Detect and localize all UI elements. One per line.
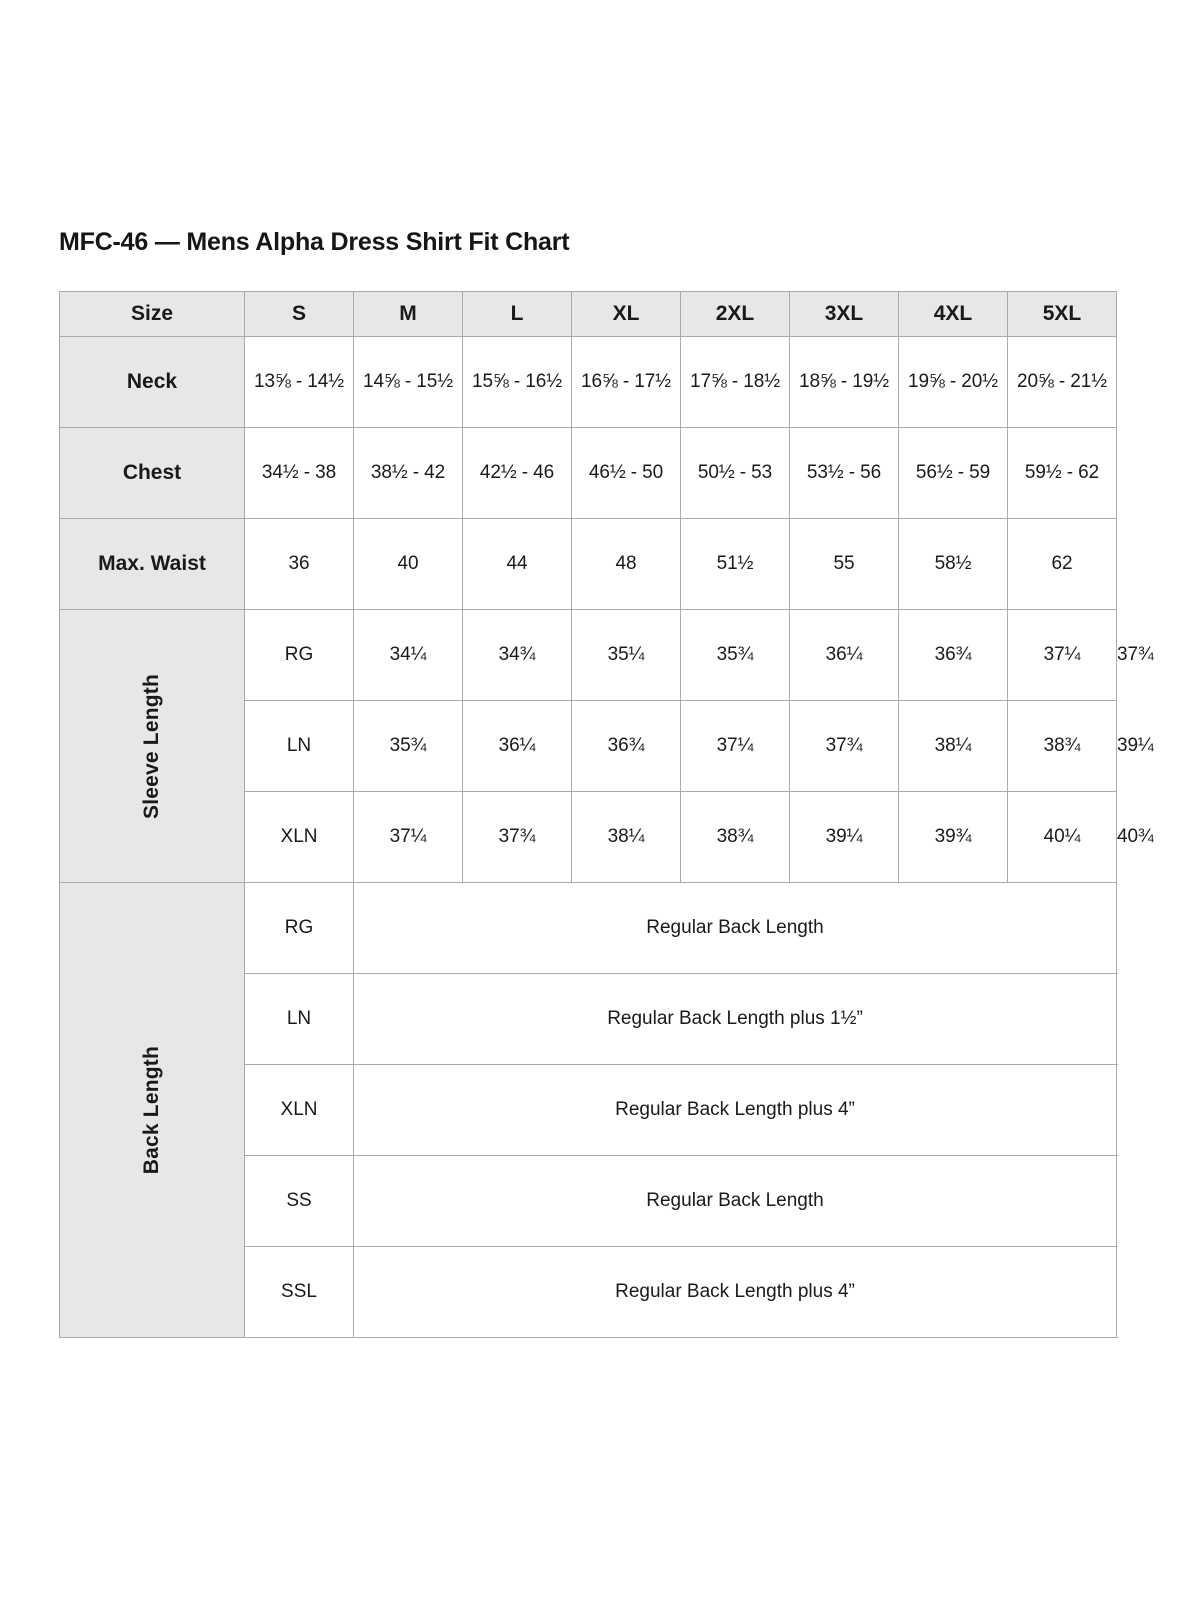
table-row-back-ssl: SSL Regular Back Length plus 4” (60, 1246, 1117, 1338)
chest-2xl: 50½ - 53 (680, 427, 790, 519)
sleeve-ln-s: 35¾ (353, 700, 463, 792)
header-size-l: L (462, 291, 572, 337)
back-description-ss: Regular Back Length (353, 1155, 1117, 1247)
back-description-ln: Regular Back Length plus 1½” (353, 973, 1117, 1065)
max-waist-4xl: 58½ (898, 518, 1008, 610)
header-size-xl: XL (571, 291, 681, 337)
sleeve-xln-l: 38¼ (571, 791, 681, 883)
back-description-xln: Regular Back Length plus 4” (353, 1064, 1117, 1156)
table-row-back-ln: LN Regular Back Length plus 1½” (60, 973, 1117, 1065)
table-row-back-rg: Back Length RG Regular Back Length (59, 882, 1117, 1338)
header-size-3xl: 3XL (789, 291, 899, 337)
neck-l: 15⅝ - 16½ (462, 336, 572, 428)
back-length-vertical-text: Back Length (140, 1045, 163, 1175)
back-description-rg: Regular Back Length (353, 882, 1117, 974)
sleeve-ln-l: 36¾ (571, 700, 681, 792)
size-fit-chart-table: Size S M L XL 2XL 3XL 4XL 5XL Neck 13⅝ -… (59, 291, 1154, 1338)
max-waist-xl: 48 (571, 518, 681, 610)
sleeve-sublabel-rg: RG (244, 609, 354, 701)
section-label-back-length: Back Length (59, 882, 245, 1338)
header-size-5xl: 5XL (1007, 291, 1117, 337)
sleeve-rg-3xl: 36¾ (898, 609, 1008, 701)
sleeve-rg-l: 35¼ (571, 609, 681, 701)
back-sublabel-ln: LN (244, 973, 354, 1065)
chest-4xl: 56½ - 59 (898, 427, 1008, 519)
table-header-row: Size S M L XL 2XL 3XL 4XL 5XL (59, 291, 1117, 337)
header-size-4xl: 4XL (898, 291, 1008, 337)
sleeve-ln-3xl: 38¼ (898, 700, 1008, 792)
chest-xl: 46½ - 50 (571, 427, 681, 519)
table-row-back-xln: XLN Regular Back Length plus 4” (60, 1064, 1117, 1156)
sleeve-ln-m: 36¼ (462, 700, 572, 792)
chest-s: 34½ - 38 (244, 427, 354, 519)
sleeve-rg-4xl: 37¼ (1007, 609, 1117, 701)
sleeve-ln-2xl: 37¾ (789, 700, 899, 792)
chest-l: 42½ - 46 (462, 427, 572, 519)
back-sublabel-ss: SS (244, 1155, 354, 1247)
neck-3xl: 18⅝ - 19½ (789, 336, 899, 428)
max-waist-l: 44 (462, 518, 572, 610)
row-label-neck: Neck (59, 336, 245, 428)
back-sublabel-rg: RG (244, 882, 354, 974)
header-size-2xl: 2XL (680, 291, 790, 337)
header-size-m: M (353, 291, 463, 337)
neck-s: 13⅝ - 14½ (244, 336, 354, 428)
sleeve-xln-4xl: 40¼ (1007, 791, 1117, 883)
sleeve-rg-s: 34¼ (353, 609, 463, 701)
table-row-chest: Chest 34½ - 38 38½ - 42 42½ - 46 46½ - 5… (59, 427, 1117, 519)
sleeve-rg-m: 34¾ (462, 609, 572, 701)
max-waist-3xl: 55 (789, 518, 899, 610)
chest-5xl: 59½ - 62 (1007, 427, 1117, 519)
sleeve-rg-2xl: 36¼ (789, 609, 899, 701)
max-waist-2xl: 51½ (680, 518, 790, 610)
sleeve-xln-xl: 38¾ (680, 791, 790, 883)
table-row-sleeve-xln: XLN 37¼ 37¾ 38¼ 38¾ 39¼ 39¾ 40¼ 40¾ (60, 791, 1154, 883)
row-label-max-waist: Max. Waist (59, 518, 245, 610)
sleeve-rg-xl: 35¾ (680, 609, 790, 701)
neck-5xl: 20⅝ - 21½ (1007, 336, 1117, 428)
sleeve-xln-m: 37¾ (462, 791, 572, 883)
row-label-chest: Chest (59, 427, 245, 519)
table-row-back-ss: SS Regular Back Length (60, 1155, 1117, 1247)
header-size-s: S (244, 291, 354, 337)
max-waist-5xl: 62 (1007, 518, 1117, 610)
chest-m: 38½ - 42 (353, 427, 463, 519)
neck-4xl: 19⅝ - 20½ (898, 336, 1008, 428)
back-description-ssl: Regular Back Length plus 4” (353, 1246, 1117, 1338)
neck-m: 14⅝ - 15½ (353, 336, 463, 428)
table-row-neck: Neck 13⅝ - 14½ 14⅝ - 15½ 15⅝ - 16½ 16⅝ -… (59, 336, 1117, 428)
sleeve-sublabel-ln: LN (244, 700, 354, 792)
section-label-sleeve-length: Sleeve Length (59, 609, 245, 883)
max-waist-s: 36 (244, 518, 354, 610)
header-size-label: Size (59, 291, 245, 337)
chest-3xl: 53½ - 56 (789, 427, 899, 519)
table-row-sleeve-ln: LN 35¾ 36¼ 36¾ 37¼ 37¾ 38¼ 38¾ 39¼ (60, 700, 1154, 792)
table-row-sleeve-rg: Sleeve Length RG 34¼ 34¾ 35¼ 35¾ 36¼ 36¾… (59, 609, 1154, 883)
neck-xl: 16⅝ - 17½ (571, 336, 681, 428)
table-row-max-waist: Max. Waist 36 40 44 48 51½ 55 58½ 62 (59, 518, 1117, 610)
page-title: MFC-46 — Mens Alpha Dress Shirt Fit Char… (59, 228, 570, 256)
max-waist-m: 40 (353, 518, 463, 610)
back-sublabel-ssl: SSL (244, 1246, 354, 1338)
sleeve-xln-s: 37¼ (353, 791, 463, 883)
sleeve-xln-2xl: 39¼ (789, 791, 899, 883)
sleeve-ln-xl: 37¼ (680, 700, 790, 792)
back-sublabel-xln: XLN (244, 1064, 354, 1156)
sleeve-sublabel-xln: XLN (244, 791, 354, 883)
neck-2xl: 17⅝ - 18½ (680, 336, 790, 428)
sleeve-xln-3xl: 39¾ (898, 791, 1008, 883)
sleeve-length-vertical-text: Sleeve Length (140, 673, 163, 819)
sleeve-ln-4xl: 38¾ (1007, 700, 1117, 792)
